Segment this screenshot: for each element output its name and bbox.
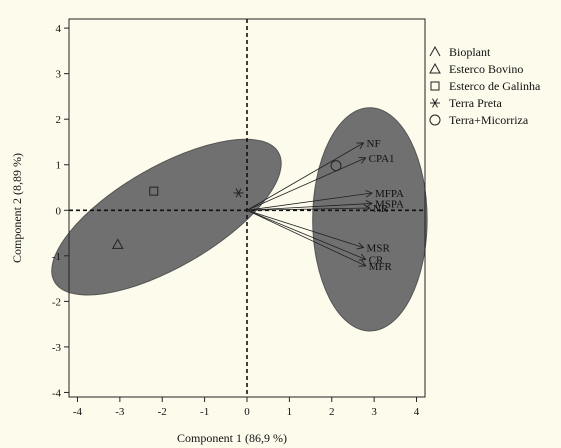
confidence-ellipse-2 <box>312 107 428 332</box>
loading-vector <box>246 203 373 211</box>
y-tick-label: -3 <box>52 342 62 354</box>
legend-label: Esterco Bovino <box>449 62 523 76</box>
y-tick-label: 3 <box>56 69 62 81</box>
data-point <box>330 160 342 172</box>
y-tick-label: 4 <box>56 23 62 35</box>
vector-label: MSPA <box>375 198 404 210</box>
x-tick-label: 4 <box>414 406 420 418</box>
legend-label: Terra+Micorriza <box>449 113 529 127</box>
y-tick-label: 2 <box>56 114 62 126</box>
loading-vector <box>246 209 364 249</box>
x-tick-label: 2 <box>329 406 335 418</box>
vector-label: NF <box>367 138 381 150</box>
loading-vector <box>246 207 370 211</box>
x-tick-label: -3 <box>115 406 125 418</box>
vector-arrowhead <box>365 200 373 208</box>
y-tick-label: -4 <box>52 387 62 399</box>
x-tick-label: 1 <box>287 406 293 418</box>
vector-arrowhead <box>358 156 367 164</box>
loading-vector <box>246 157 366 211</box>
loading-vector <box>246 142 364 211</box>
legend-label: Bioplant <box>449 45 491 59</box>
y-tick-label: 1 <box>56 160 62 172</box>
legend-marker <box>429 62 441 74</box>
vector-arrowhead <box>356 142 365 150</box>
data-point <box>149 186 159 196</box>
data-point <box>233 188 244 198</box>
x-tick-label: -4 <box>73 406 83 418</box>
vector-label: MSR <box>367 243 391 255</box>
y-axis-label: Component 2 (8,89 %) <box>10 153 24 263</box>
legend-label: Esterco de Galinha <box>449 79 541 93</box>
x-axis-label: Component 1 (86,9 %) <box>177 431 287 445</box>
vector-label: NR <box>373 203 389 215</box>
vector-arrowhead <box>358 259 367 267</box>
loading-vector <box>246 192 373 211</box>
vector-label: CPA1 <box>369 153 395 165</box>
vector-arrowhead <box>363 204 371 212</box>
legend-marker <box>430 81 440 91</box>
confidence-ellipse-1 <box>51 138 282 296</box>
legend-marker <box>429 45 441 57</box>
vector-arrowhead <box>356 242 365 250</box>
loading-vector <box>246 209 366 260</box>
legend-label: Terra Preta <box>449 96 502 110</box>
vector-label: CR <box>369 254 384 266</box>
y-tick-label: 0 <box>56 205 62 217</box>
x-tick-label: 3 <box>371 406 377 418</box>
vector-arrowhead <box>358 253 367 261</box>
vector-label: MFPA <box>375 188 404 200</box>
y-tick-label: -2 <box>52 296 61 308</box>
x-tick-label: 0 <box>244 406 250 418</box>
data-point <box>111 238 124 249</box>
legend-marker <box>430 98 440 108</box>
vector-label: MFR <box>369 261 393 273</box>
legend-marker <box>429 114 441 126</box>
x-tick-label: -2 <box>158 406 167 418</box>
vector-arrowhead <box>365 190 373 198</box>
x-tick-label: -1 <box>200 406 209 418</box>
loading-vector <box>246 209 366 267</box>
y-tick-label: -1 <box>52 251 61 263</box>
